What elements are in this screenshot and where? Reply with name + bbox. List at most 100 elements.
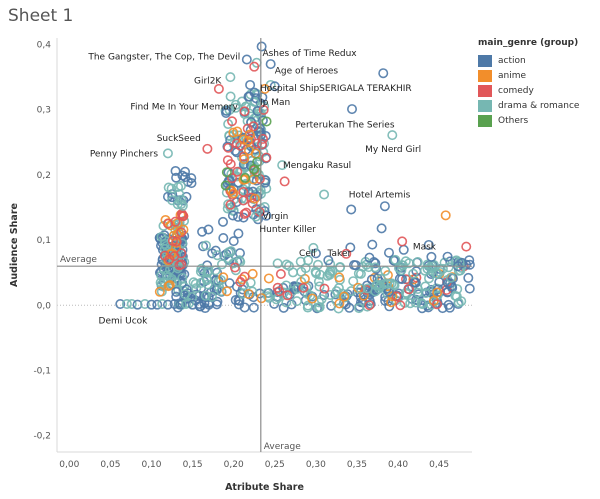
data-point [213,83,224,94]
y-average-label: Average [60,255,97,265]
legend-items: action anime comedy drama & romance Others [478,53,579,128]
annotation-label: Hospital ShipSERIGALA TERAKHIR [260,84,412,94]
data-point [439,257,450,268]
data-point [226,246,237,257]
data-point [298,282,309,293]
data-point [203,224,214,235]
legend-label: drama & romance [498,100,580,111]
data-point [202,143,213,154]
data-point [162,148,173,159]
data-point [423,239,434,250]
x-tick-label: 0,20 [224,460,244,470]
data-point [170,165,181,176]
data-point [177,272,188,283]
data-point [181,284,192,295]
annotation-label: Cell [299,249,316,259]
data-point [223,142,234,153]
data-point [279,176,290,187]
data-point [245,277,256,288]
data-point [319,189,330,200]
data-point [156,270,167,281]
legend-item[interactable]: comedy [478,83,579,98]
data-point [235,276,246,287]
annotation-label: Penny Pinchers [90,149,159,159]
data-point [269,81,280,92]
data-point [228,188,239,199]
data-point [206,291,217,302]
data-point [303,255,314,266]
data-point [376,223,387,234]
data-point [248,121,259,132]
data-point [152,299,163,310]
data-point [166,183,177,194]
data-point [218,216,229,227]
data-point [190,278,201,289]
data-point [187,299,198,310]
annotation-label: SuckSeed [157,134,201,144]
data-point [169,299,180,310]
data-point [248,302,259,313]
data-point [240,172,251,183]
data-point [201,240,212,251]
data-point [275,269,286,280]
data-point [248,164,259,175]
data-point [277,160,288,171]
data-point [261,152,272,163]
y-tick-label: 0,4 [37,41,52,51]
data-point [363,262,374,273]
annotation-label: Hotel Artemis [349,190,411,200]
data-point [346,204,357,215]
x-tick-label: 0,40 [388,460,408,470]
data-point [178,224,189,235]
data-point [408,268,419,279]
data-point [450,256,461,267]
data-point [225,91,236,102]
legend: main_genre (group) action anime comedy dram… [478,38,579,128]
data-point [188,277,199,288]
data-point [177,200,188,211]
data-point [139,299,150,310]
data-point [200,290,211,301]
x-axis-title: Atribute Share [225,482,304,493]
x-tick-label: 0,00 [59,460,79,470]
data-point [243,91,254,102]
data-point [364,300,375,311]
data-point [339,291,350,302]
data-point [281,259,292,270]
data-point [207,248,218,259]
data-point [347,104,358,115]
x-tick-label: 0,35 [347,460,367,470]
y-tick-label: 0,1 [37,236,51,246]
data-point [319,283,330,294]
legend-item[interactable]: Others [478,113,579,128]
legend-item[interactable]: action [478,53,579,68]
data-point [247,198,258,209]
legend-item[interactable]: anime [478,68,579,83]
data-point [181,299,192,310]
data-point [453,297,464,308]
data-point [308,242,319,253]
data-point [239,106,250,117]
legend-item[interactable]: drama & romance [478,98,579,113]
data-point [225,72,236,83]
data-point [240,101,251,112]
data-point [362,283,373,294]
data-point [331,286,342,297]
data-point [278,302,289,313]
data-point [232,166,243,177]
data-point [169,251,180,262]
data-point [302,300,313,311]
data-point [265,59,276,70]
y-tick-label: -0,1 [33,367,51,377]
annotation-label: Age of Heroes [275,67,339,77]
data-point [397,236,408,247]
legend-title: main_genre (group) [478,38,579,48]
data-point [227,116,238,127]
data-point [221,107,232,118]
data-point [288,267,299,278]
annotation-label: Girl2K [194,76,222,86]
data-point [258,104,269,115]
legend-label: anime [498,70,527,81]
data-point [263,273,274,284]
data-point [229,262,240,273]
